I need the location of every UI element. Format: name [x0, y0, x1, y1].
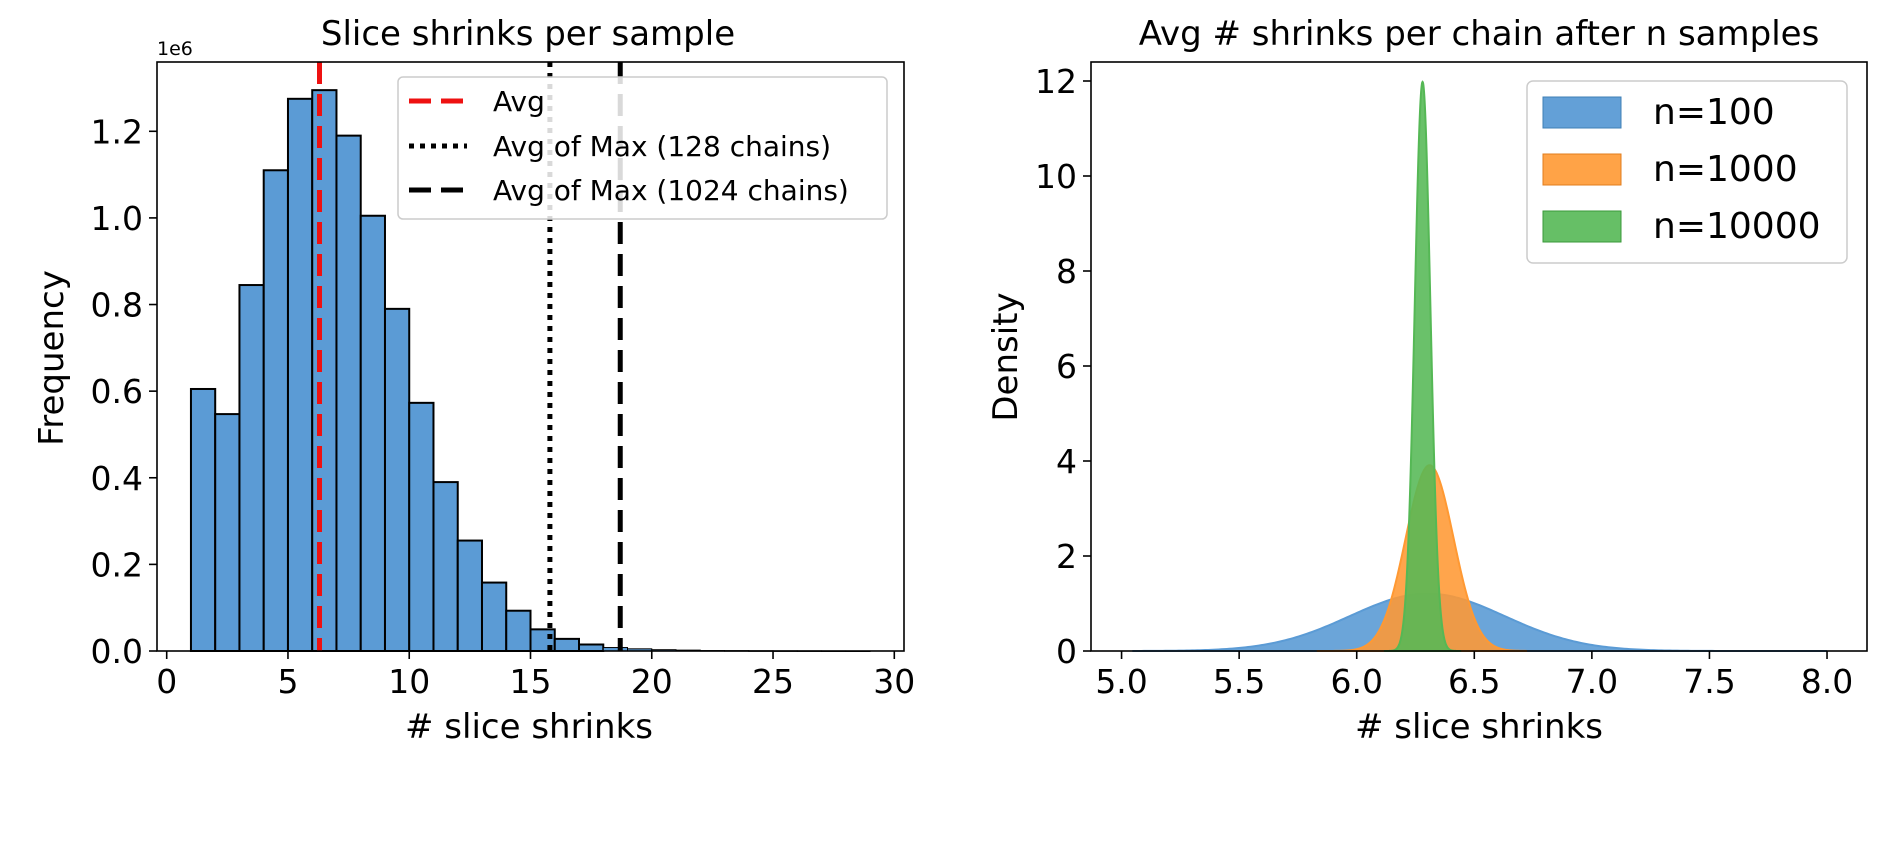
- histogram-bar: [553, 637, 580, 652]
- x-tick-label: 30: [873, 662, 915, 701]
- y-tick-label: 0.2: [91, 545, 143, 584]
- histogram-bar: [286, 97, 314, 652]
- histogram-bar: [311, 89, 338, 652]
- density-panel: Avg # shrinks per chain after n samples …: [986, 14, 1868, 747]
- y-tick-label: 12: [1035, 62, 1077, 101]
- y-tick-label: 0.0: [91, 632, 143, 671]
- histogram-bar: [505, 609, 532, 652]
- y-tick-label: 0.4: [91, 459, 143, 498]
- histogram-y-axis-label: Frequency: [32, 270, 72, 446]
- x-tick-label: 6.0: [1330, 662, 1382, 701]
- x-tick-label: 7.0: [1566, 662, 1618, 701]
- histogram-bar: [359, 214, 386, 652]
- density-axes: 5.0 5.5 6.0 6.5 7.0 7.5 8.0 0 2 4 6 8 10 12: [1035, 61, 1868, 701]
- histogram-bar: [408, 401, 435, 652]
- histogram-title: Slice shrinks per sample: [321, 14, 735, 54]
- histogram-bar: [262, 169, 289, 653]
- histogram-bar: [335, 134, 362, 652]
- histogram-y-scale-label: 1e6: [157, 38, 193, 60]
- legend-label-avg-max-128: Avg of Max (128 chains): [493, 130, 831, 163]
- y-tick-label: 1.2: [91, 112, 143, 151]
- legend-label-avg: Avg: [493, 85, 545, 118]
- histogram-legend-box: [397, 76, 888, 220]
- y-tick-label: 10: [1035, 157, 1077, 196]
- histogram-bar: [383, 307, 411, 652]
- y-tick-label: 2: [1056, 537, 1077, 576]
- legend-label-n10000: n=10000: [1653, 206, 1821, 247]
- x-tick-label: 0: [156, 662, 177, 701]
- histogram-axes: 0 5 10 15 20 25 30 0.0 0.2 0.4 0.6 0.8 1.0 1.2: [91, 61, 915, 701]
- density-legend: n=100 n=1000 n=10000: [1526, 80, 1848, 264]
- histogram-bars: [189, 89, 871, 653]
- density-title: Avg # shrinks per chain after n samples: [1139, 14, 1820, 54]
- y-tick-label: 1.0: [91, 199, 143, 238]
- density-y-axis-label: Density: [986, 292, 1026, 421]
- x-tick-label: 6.5: [1448, 662, 1500, 701]
- y-tick-label: 4: [1056, 442, 1077, 481]
- legend-label-n1000: n=1000: [1653, 149, 1798, 190]
- x-tick-label: 25: [752, 662, 794, 701]
- x-tick-label: 5: [277, 662, 298, 701]
- histogram-x-axis-label: # slice shrinks: [405, 707, 653, 747]
- x-tick-label: 5.0: [1095, 662, 1147, 701]
- histogram-bar: [480, 581, 508, 653]
- density-x-axis-label: # slice shrinks: [1355, 707, 1603, 747]
- histogram-bar: [432, 481, 459, 652]
- histogram-bar: [238, 284, 265, 652]
- legend-label-avg-max-1024: Avg of Max (1024 chains): [493, 174, 849, 207]
- y-tick-label: 0: [1056, 632, 1077, 671]
- x-tick-label: 10: [388, 662, 430, 701]
- histogram-bar: [456, 539, 483, 652]
- x-tick-label: 15: [510, 662, 552, 701]
- density-area-n10000: [1383, 80, 1462, 652]
- legend-swatch-n100: [1542, 96, 1622, 129]
- x-tick-label: 20: [631, 662, 673, 701]
- histogram-bar: [578, 643, 605, 652]
- legend-label-n100: n=100: [1653, 92, 1775, 133]
- y-tick-label: 8: [1056, 252, 1077, 291]
- histogram-bar: [214, 413, 241, 652]
- y-tick-label: 0.6: [91, 372, 143, 411]
- legend-swatch-n1000: [1542, 153, 1622, 186]
- legend-swatch-n10000: [1542, 210, 1622, 243]
- histogram-bar: [189, 387, 217, 652]
- y-tick-label: 6: [1056, 347, 1077, 386]
- x-tick-label: 5.5: [1213, 662, 1265, 701]
- histogram-panel: Slice shrinks per sample 1e6 0 5 10 15 20 25 3…: [32, 14, 915, 747]
- x-tick-label: 8.0: [1801, 662, 1853, 701]
- density-plot-frame: [1090, 61, 1868, 652]
- histogram-legend: Avg Avg of Max (128 chains) Avg of Max (…: [397, 76, 888, 220]
- x-tick-label: 7.5: [1683, 662, 1735, 701]
- y-tick-label: 0.8: [91, 286, 143, 325]
